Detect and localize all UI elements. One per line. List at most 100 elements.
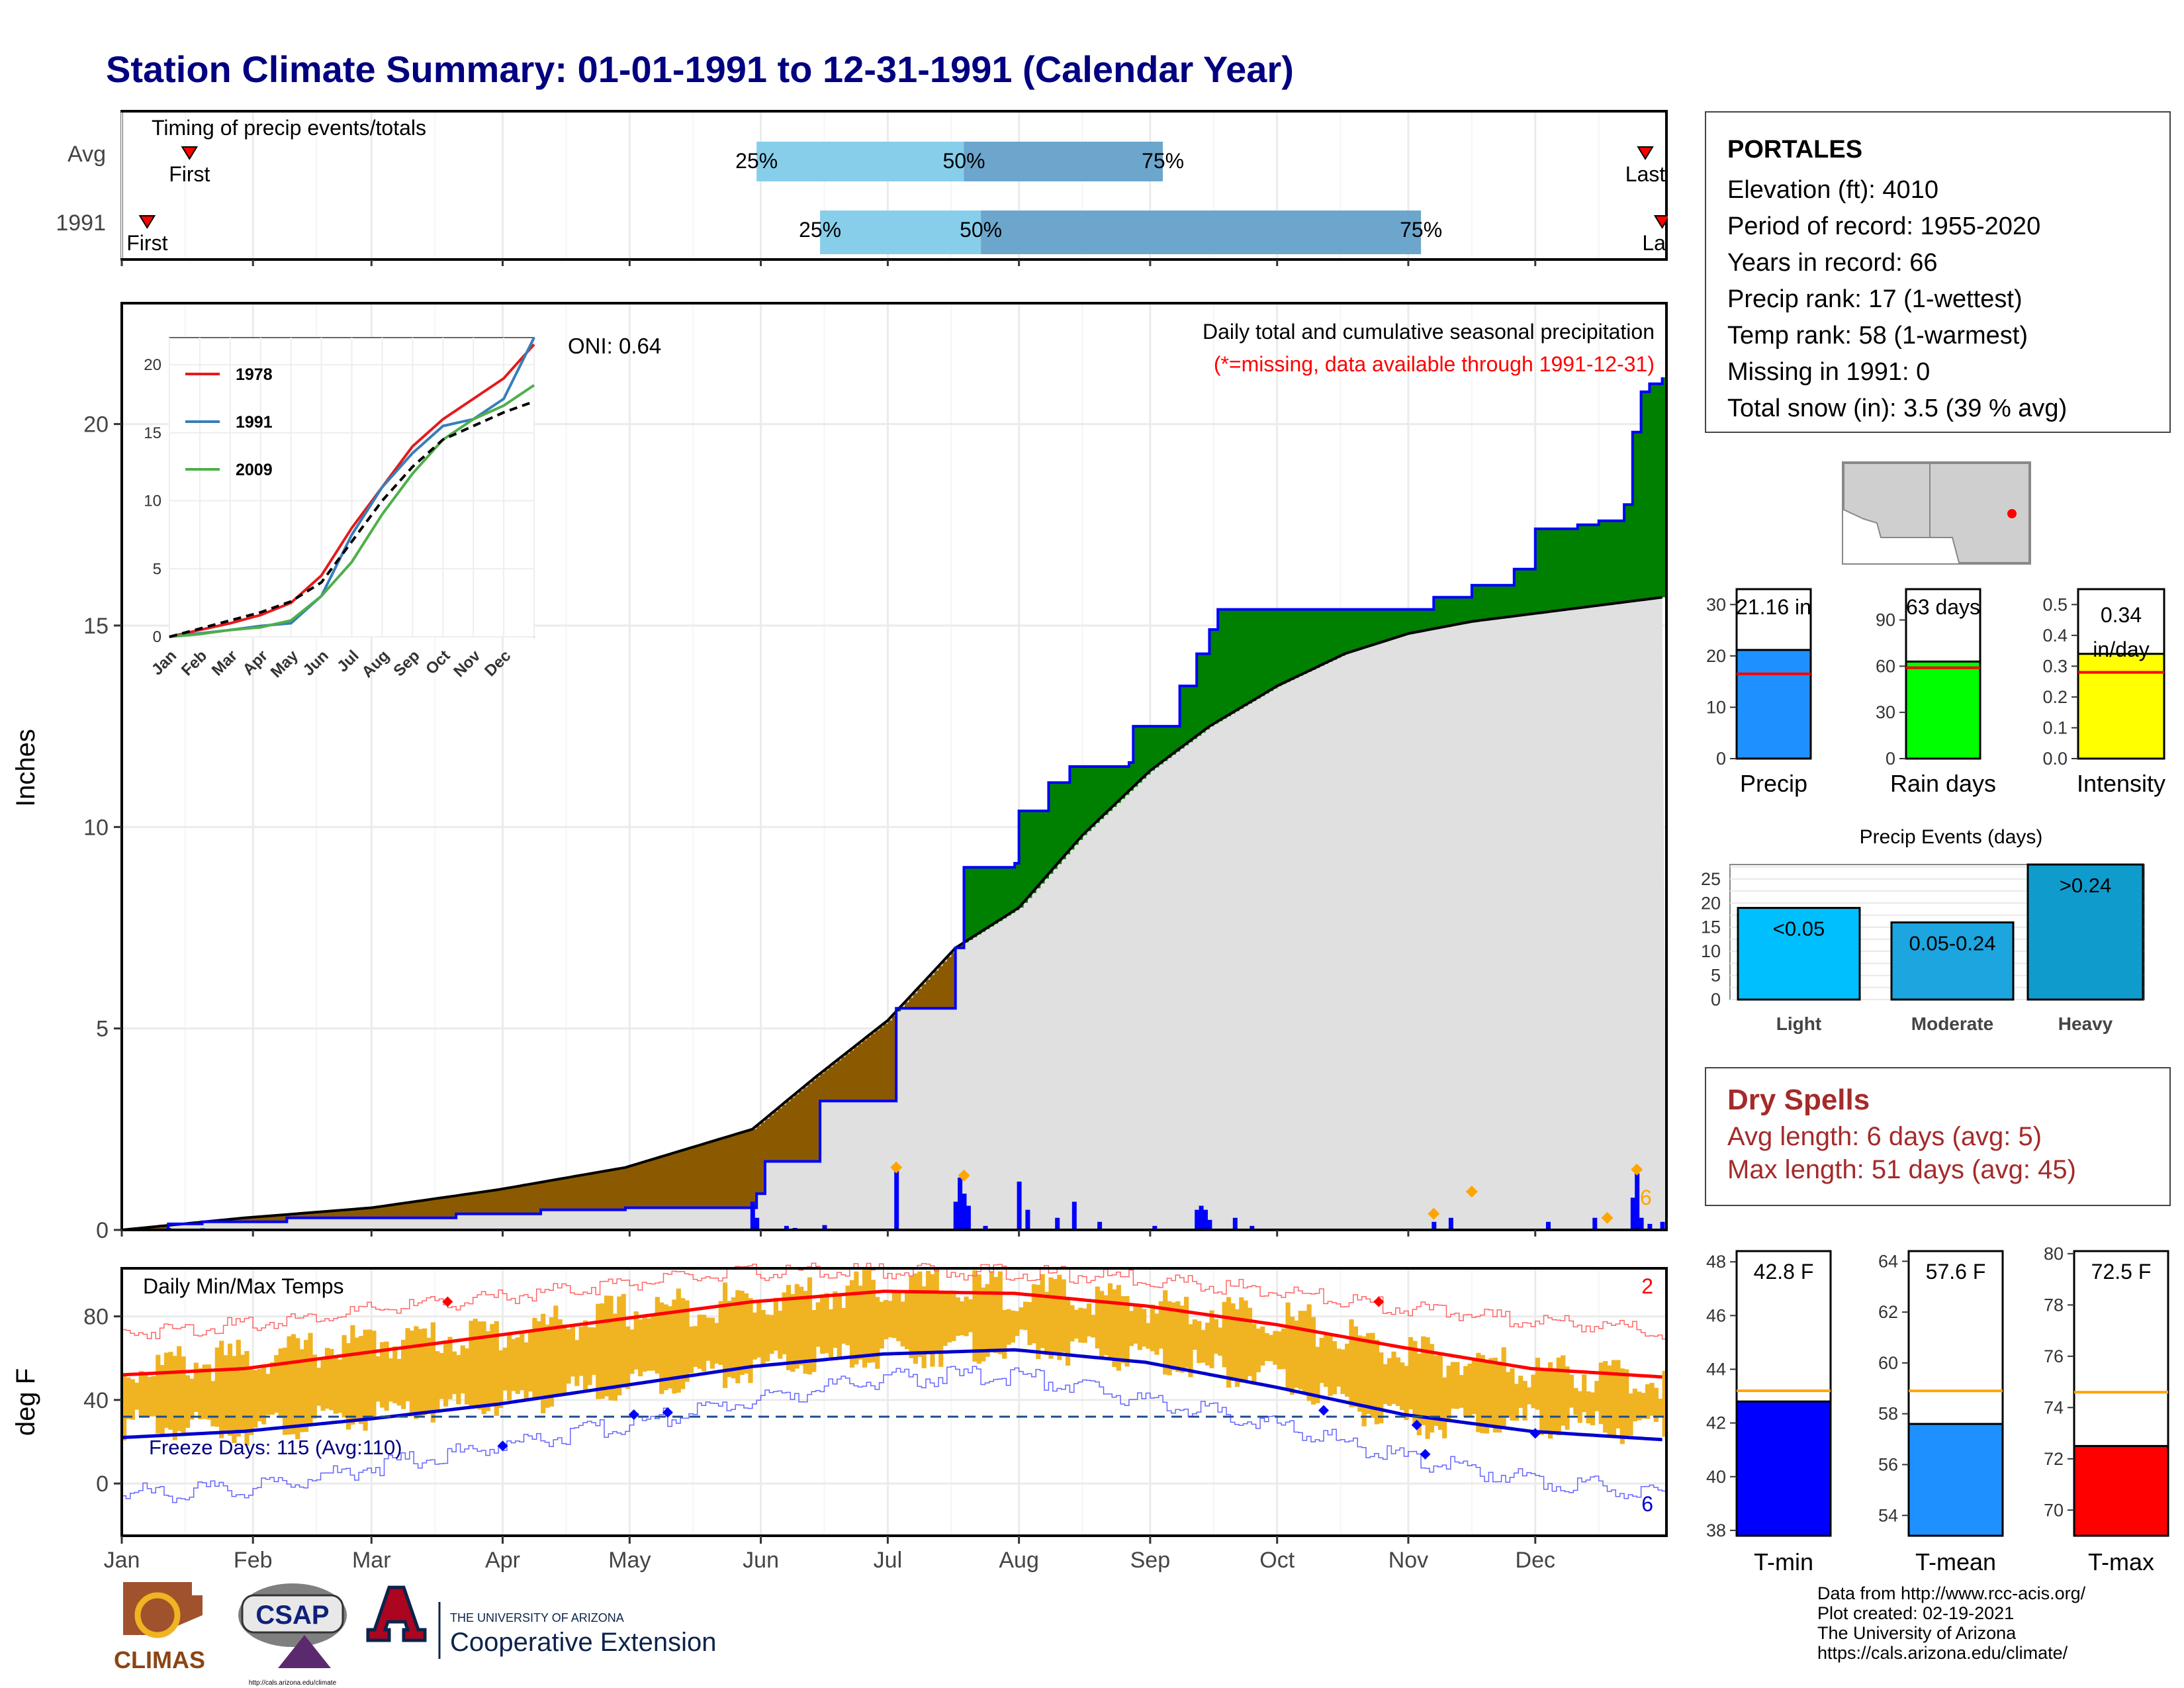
deficit-area-day bbox=[684, 1149, 690, 1208]
daily-temp-bar bbox=[1480, 1354, 1485, 1434]
surplus-area-day bbox=[1404, 609, 1409, 635]
surplus-area-day bbox=[1383, 609, 1388, 642]
surplus-area-day bbox=[1603, 520, 1608, 605]
daily-temp-bar bbox=[350, 1325, 355, 1425]
daily-temp-bar bbox=[930, 1274, 935, 1367]
daily-temp-bar bbox=[274, 1355, 279, 1413]
daily-temp-bar bbox=[392, 1346, 398, 1403]
surplus-area-day bbox=[1391, 609, 1396, 639]
deficit-area-day bbox=[744, 1131, 749, 1208]
daily-temp-bar bbox=[1091, 1315, 1096, 1338]
deficit-area-day bbox=[833, 1063, 838, 1102]
daily-temp-bar bbox=[794, 1284, 799, 1369]
deficit-area-day bbox=[587, 1174, 592, 1210]
deficit-area-day bbox=[354, 1209, 359, 1218]
event-bar-Moderate bbox=[1890, 921, 2015, 1001]
event-category-label: Heavy bbox=[2058, 1013, 2113, 1034]
deficit-area-day bbox=[790, 1098, 796, 1162]
inset-ytick-label: 10 bbox=[144, 492, 161, 510]
surplus-area-day bbox=[1044, 811, 1049, 879]
deficit-area-day bbox=[469, 1194, 474, 1214]
temp-ytick-label: 0 bbox=[96, 1472, 109, 1497]
daily-precip-bar bbox=[1630, 1197, 1635, 1230]
temp-mini-tick-label: 40 bbox=[1706, 1467, 1726, 1487]
daily-temp-bar bbox=[778, 1311, 783, 1359]
daily-temp-bar bbox=[177, 1346, 182, 1431]
surplus-area-day bbox=[1167, 726, 1172, 758]
daily-temp-bar bbox=[405, 1328, 410, 1401]
deficit-area-day bbox=[663, 1156, 668, 1208]
ua-small-text: THE UNIVERSITY OF ARIZONA bbox=[450, 1611, 624, 1624]
temp-ytick-label: 40 bbox=[83, 1388, 109, 1413]
surplus-area-day bbox=[981, 867, 986, 932]
daily-temp-bar bbox=[1179, 1305, 1185, 1373]
chart-title: Station Climate Summary: 01-01-1991 to 1… bbox=[106, 48, 1294, 90]
month-label: Sep bbox=[1130, 1548, 1171, 1573]
surplus-area-day bbox=[1175, 726, 1181, 752]
events-tick-label: 0 bbox=[1711, 990, 1721, 1009]
daily-temp-bar bbox=[1653, 1387, 1659, 1423]
deficit-area-day bbox=[435, 1198, 440, 1218]
temp-mini-label: T-mean bbox=[1915, 1548, 1996, 1575]
daily-temp-bar bbox=[363, 1329, 368, 1431]
mini-value-line1: 0.34 bbox=[2101, 603, 2142, 627]
daily-temp-bar bbox=[803, 1291, 808, 1374]
surplus-area-day bbox=[1264, 609, 1269, 694]
deficit-area-day bbox=[917, 988, 923, 1009]
daily-temp-bar bbox=[591, 1327, 596, 1375]
daily-temp-bar bbox=[341, 1335, 347, 1418]
daily-temp-bar bbox=[422, 1328, 428, 1415]
events-tick-label: 15 bbox=[1701, 917, 1721, 937]
surplus-area-day bbox=[1112, 767, 1117, 807]
deficit-area-day bbox=[693, 1147, 698, 1208]
temp-mini-tick-label: 80 bbox=[2044, 1244, 2064, 1264]
deficit-area-day bbox=[409, 1202, 414, 1218]
deficit-area-day bbox=[418, 1201, 423, 1218]
deficit-area-day bbox=[549, 1180, 554, 1210]
daily-temp-bar bbox=[845, 1286, 850, 1346]
daily-temp-bar bbox=[604, 1295, 610, 1397]
daily-temp-bar bbox=[1425, 1337, 1430, 1439]
timing-1991-p75-label: 75% bbox=[1400, 218, 1442, 242]
mini-tick-label: 0.3 bbox=[2042, 656, 2068, 676]
surplus-area-day bbox=[1213, 630, 1218, 724]
deficit-area-day bbox=[562, 1178, 567, 1210]
daily-temp-bar bbox=[1188, 1324, 1193, 1378]
daily-temp-bar bbox=[304, 1340, 309, 1432]
timing-avg-last-marker bbox=[1637, 146, 1654, 160]
deficit-area-day bbox=[456, 1196, 461, 1214]
mini-bar-label: Intensity bbox=[2077, 770, 2165, 797]
deficit-area-day bbox=[638, 1163, 643, 1208]
daily-temp-bar bbox=[934, 1268, 939, 1354]
surplus-area-day bbox=[1137, 726, 1142, 783]
surplus-area-day bbox=[985, 867, 990, 929]
station-name: PORTALES bbox=[1727, 136, 1863, 164]
daily-temp-bar bbox=[1463, 1366, 1469, 1417]
temp-mini-tick-label: 72 bbox=[2044, 1449, 2064, 1469]
daily-precip-bar bbox=[1055, 1217, 1060, 1230]
surplus-area-day bbox=[1349, 609, 1354, 653]
daily-precip-bar bbox=[750, 1201, 755, 1230]
surplus-area-day bbox=[1484, 585, 1489, 620]
daily-temp-bar bbox=[1061, 1279, 1066, 1352]
inset-legend-label: 2009 bbox=[236, 461, 273, 479]
surplus-area-day bbox=[1611, 520, 1616, 604]
timing-row-1991: 1991 bbox=[56, 211, 106, 236]
precip-ytick-label: 0 bbox=[96, 1218, 109, 1243]
daily-temp-bar bbox=[1158, 1301, 1163, 1349]
surplus-area-day bbox=[1552, 528, 1557, 612]
daily-temp-bar bbox=[384, 1341, 389, 1411]
inset-legend-label: 1978 bbox=[236, 365, 273, 384]
inset-series-1978 bbox=[169, 343, 535, 638]
daily-temp-bar bbox=[854, 1271, 859, 1365]
daily-temp-bar bbox=[308, 1333, 313, 1424]
timing-avg-p75-label: 75% bbox=[1142, 149, 1184, 173]
footer-url: https://cals.arizona.edu/climate/ bbox=[1817, 1643, 2068, 1663]
deficit-area-day bbox=[541, 1182, 546, 1210]
record-min-day-marker bbox=[628, 1409, 639, 1420]
daily-temp-bar bbox=[1209, 1310, 1214, 1368]
daily-temp-bar bbox=[905, 1290, 910, 1350]
surplus-area-day bbox=[1345, 609, 1349, 654]
daily-temp-bar bbox=[1099, 1291, 1105, 1358]
daily-temp-bar bbox=[1107, 1283, 1113, 1360]
